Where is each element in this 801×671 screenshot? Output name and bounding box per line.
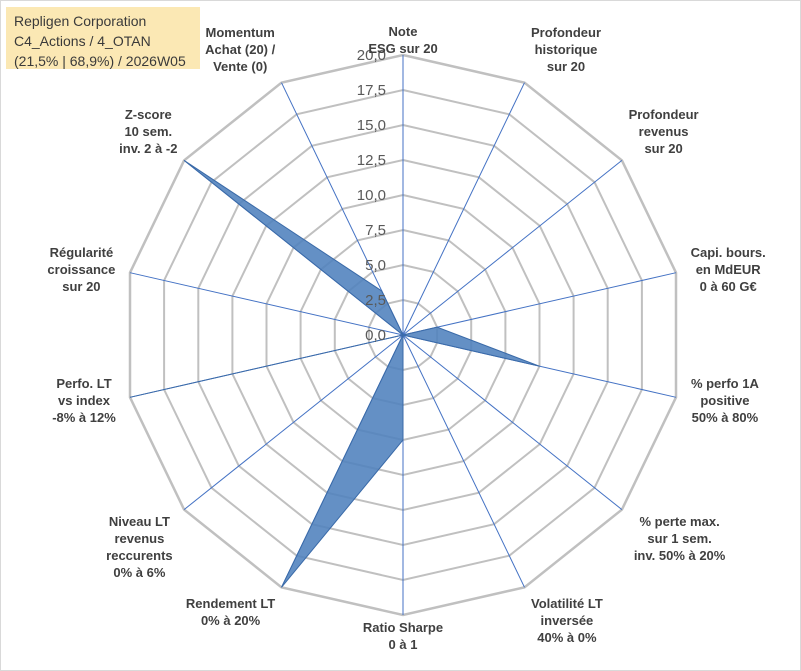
axis-spoke bbox=[402, 272, 677, 336]
axis-spoke bbox=[183, 334, 404, 510]
axis-spoke bbox=[129, 272, 404, 336]
axis-spoke bbox=[402, 82, 525, 336]
axis-label: Momentum Achat (20) / Vente (0) bbox=[205, 25, 275, 74]
data-series-area bbox=[129, 159, 540, 588]
axis-label: Note ESG sur 20 bbox=[368, 24, 437, 56]
title-category: C4_Actions / 4_OTAN bbox=[14, 33, 151, 49]
axis-label: % perfo 1A positive 50% à 80% bbox=[691, 376, 760, 425]
tick-label: 2,5 bbox=[365, 292, 386, 309]
axis-label: Rendement LT 0% à 20% bbox=[186, 596, 275, 628]
tick-label: 20,0 bbox=[357, 47, 386, 64]
axis-spoke bbox=[402, 334, 623, 510]
axis-label: % perte max. sur 1 sem. inv. 50% à 20% bbox=[634, 514, 726, 563]
axis-spoke bbox=[402, 160, 623, 336]
axis-label: Perfo. LT vs index -8% à 12% bbox=[52, 376, 116, 425]
radar-axis-labels: Note ESG sur 20 Profondeur historique sur 20… bbox=[47, 24, 765, 652]
axis-spoke bbox=[402, 334, 525, 588]
axis-label: Ratio Sharpe 0 à 1 bbox=[363, 620, 443, 652]
axis-label: Profondeur historique sur 20 bbox=[531, 25, 601, 74]
axis-label: Volatilité LT inversée 40% à 0% bbox=[531, 596, 603, 645]
radar-tick-labels: 0,0 2,5 5,0 7,5 10,0 12,5 15,0 17,5 20,0 bbox=[357, 47, 386, 344]
tick-label: 7,5 bbox=[365, 222, 386, 239]
tick-label: 15,0 bbox=[357, 117, 386, 134]
tick-label: 12,5 bbox=[357, 152, 386, 169]
tick-label: 17,5 bbox=[357, 82, 386, 99]
tick-label: 0,0 bbox=[365, 327, 386, 344]
axis-label: Z-score 10 sem. inv. 2 à -2 bbox=[119, 107, 177, 156]
title-period: (21,5% | 68,9%) / 2026W05 bbox=[14, 53, 186, 69]
radar-data bbox=[129, 159, 540, 588]
title-company: Repligen Corporation bbox=[14, 13, 147, 29]
tick-label: 10,0 bbox=[357, 187, 386, 204]
axis-label: Profondeur revenus sur 20 bbox=[629, 107, 699, 156]
tick-label: 5,0 bbox=[365, 257, 386, 274]
axis-label: Capi. bours. en MdEUR 0 à 60 G€ bbox=[691, 245, 766, 294]
axis-label: Niveau LT revenus reccurents 0% à 6% bbox=[106, 514, 172, 580]
title-box: Repligen Corporation C4_Actions / 4_OTAN… bbox=[6, 7, 200, 69]
axis-label: Régularité croissance sur 20 bbox=[47, 245, 115, 294]
